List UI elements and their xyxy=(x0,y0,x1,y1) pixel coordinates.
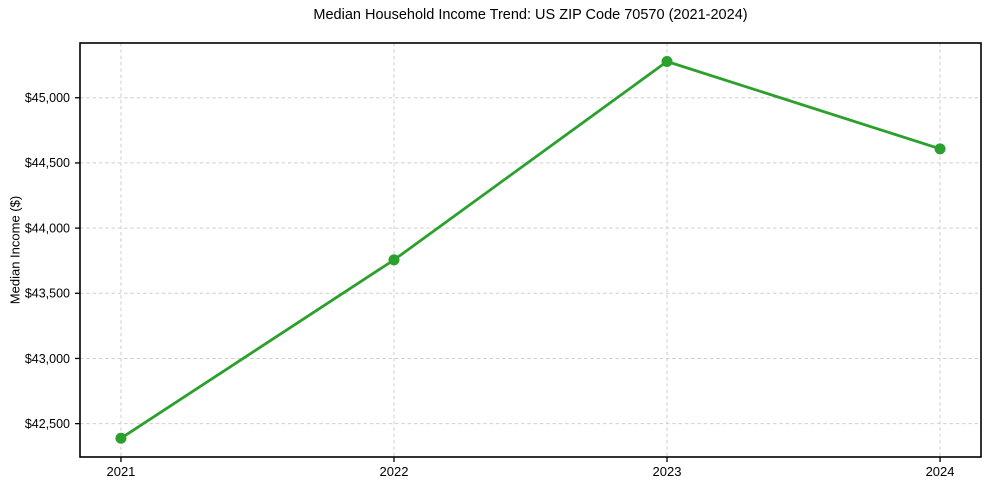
data-point-2024 xyxy=(934,143,946,155)
y-tick-label: $43,500 xyxy=(25,287,70,301)
y-tick-label: $43,000 xyxy=(25,352,70,366)
x-tick-label: 2024 xyxy=(926,464,955,479)
plot-frame xyxy=(79,42,982,458)
x-tick-label: 2021 xyxy=(106,464,135,479)
y-tick-label: $44,000 xyxy=(25,221,70,235)
income-trend-line xyxy=(119,60,942,440)
y-tick-label: $44,500 xyxy=(25,156,70,170)
data-point-2021 xyxy=(115,432,127,444)
x-tick-label: 2023 xyxy=(653,464,682,479)
y-tick-label: $45,000 xyxy=(25,91,70,105)
data-point-2022 xyxy=(388,254,400,266)
data-point-2023 xyxy=(661,56,673,68)
y-tick-label: $42,500 xyxy=(25,417,70,431)
x-tick-label: 2022 xyxy=(380,464,409,479)
chart-title: Median Household Income Trend: US ZIP Co… xyxy=(313,7,748,23)
